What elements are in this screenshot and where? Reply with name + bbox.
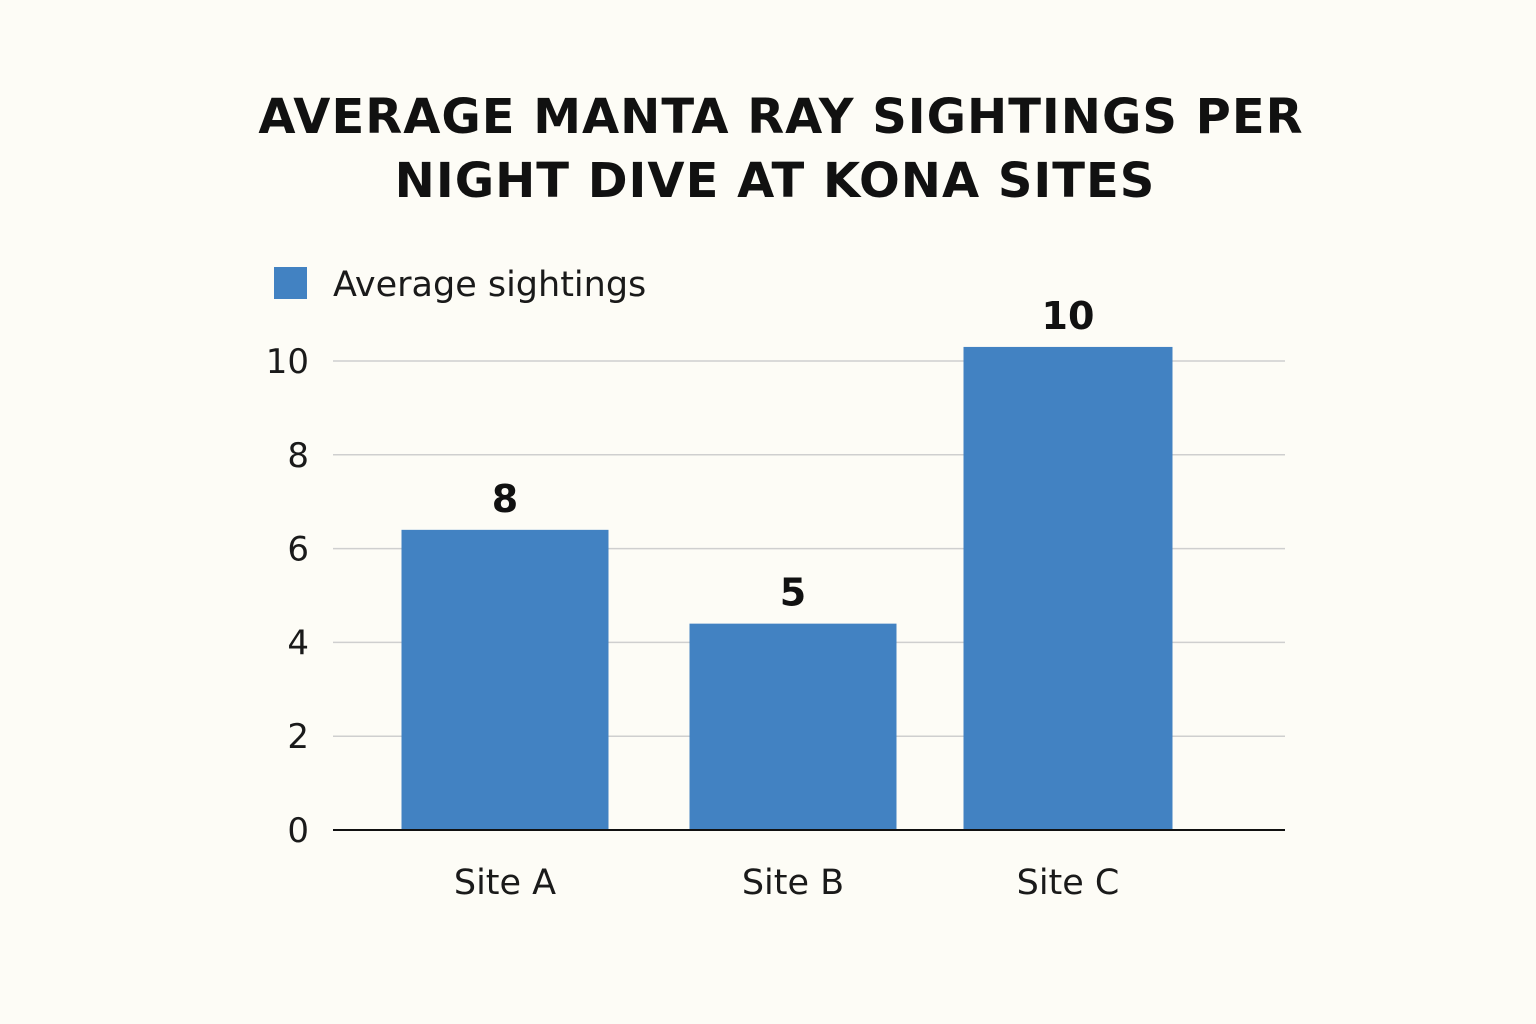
y-tick-label: 6 <box>287 530 309 570</box>
x-category-label: Site A <box>454 863 556 903</box>
y-tick-label: 2 <box>287 717 309 757</box>
bars <box>401 346 1173 830</box>
bar-site-b <box>689 623 897 830</box>
y-tick-label: 10 <box>266 342 309 382</box>
chart-title-line-1: AVERAGE MANTA RAY SIGHTINGS PER <box>258 89 1303 145</box>
legend: Average sightings <box>274 265 646 305</box>
bar-site-c <box>963 346 1173 830</box>
y-tick-label: 0 <box>287 811 309 851</box>
legend-label: Average sightings <box>333 265 646 305</box>
chart-title-line-2: NIGHT DIVE AT KONA SITES <box>395 153 1156 209</box>
legend-swatch <box>274 267 307 299</box>
data-labels: 8 5 10 <box>492 294 1095 615</box>
x-axis-categories: Site A Site B Site C <box>454 863 1120 903</box>
y-tick-label: 4 <box>287 623 309 663</box>
bar-site-a <box>401 529 609 830</box>
data-label: 8 <box>492 477 518 521</box>
data-label: 10 <box>1042 294 1095 338</box>
x-category-label: Site B <box>742 863 844 903</box>
y-tick-label: 8 <box>287 436 309 476</box>
data-label: 5 <box>780 571 806 615</box>
y-axis-ticks: 0 2 4 6 8 10 <box>266 342 309 851</box>
x-category-label: Site C <box>1017 863 1120 903</box>
